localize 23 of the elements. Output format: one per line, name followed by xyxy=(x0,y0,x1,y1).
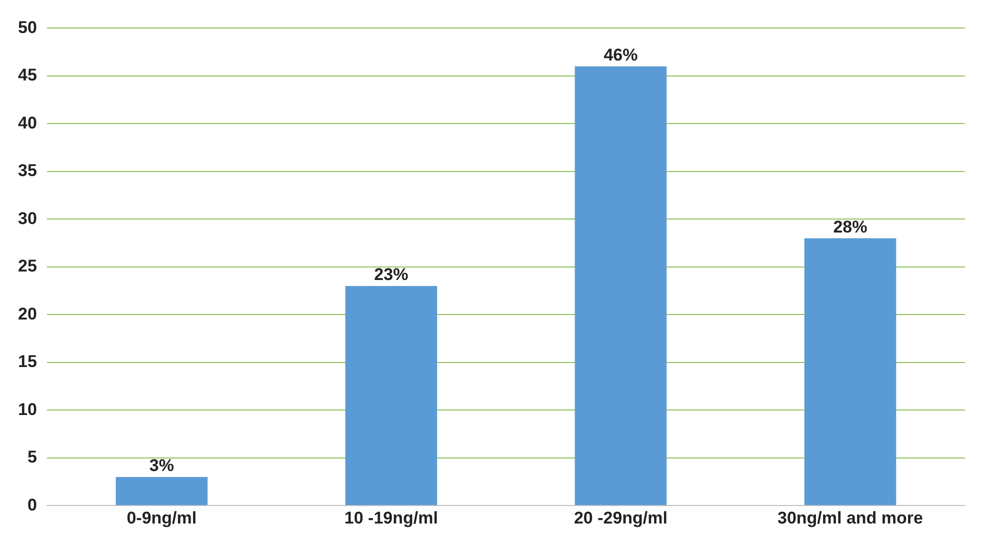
y-tick-label: 50 xyxy=(18,18,37,37)
y-tick-label: 0 xyxy=(27,495,37,514)
x-tick-label: 30ng/ml and more xyxy=(777,508,923,528)
y-tick-label: 5 xyxy=(27,448,37,467)
y-tick-label: 15 xyxy=(18,352,37,372)
y-tick-label: 20 xyxy=(18,304,37,324)
bar xyxy=(574,66,667,506)
x-tick-label: 0-9ng/ml xyxy=(126,508,197,528)
y-tick-label: 35 xyxy=(18,161,37,180)
y-tick-label: 30 xyxy=(18,208,37,228)
data-label: 28% xyxy=(833,217,868,236)
x-tick-label: 10 -19ng/ml xyxy=(344,508,438,528)
bar xyxy=(345,286,438,506)
data-label: 23% xyxy=(374,265,408,284)
y-tick-label: 10 xyxy=(18,400,37,419)
data-label: 46% xyxy=(604,46,638,65)
bar xyxy=(804,238,896,506)
y-tick-label: 45 xyxy=(18,66,37,85)
data-label: 3% xyxy=(149,456,174,476)
y-tick-label: 25 xyxy=(18,256,37,276)
bar xyxy=(116,476,208,506)
x-tick-label: 20 -29ng/ml xyxy=(574,508,668,528)
y-tick-label: 40 xyxy=(18,113,37,132)
